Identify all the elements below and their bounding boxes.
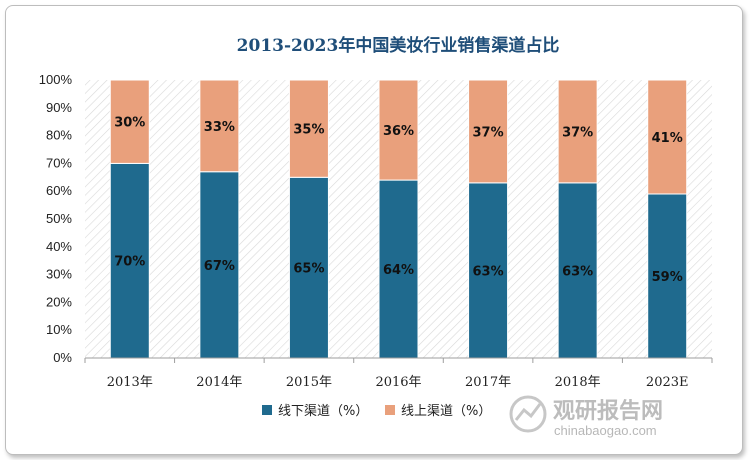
watermark-text: 观研报告网 (553, 399, 663, 424)
data-label: 59% (652, 270, 683, 285)
legend-swatch-online (385, 405, 395, 415)
data-label: 30% (114, 116, 145, 131)
y-tick-label: 10% (46, 322, 72, 337)
y-tick-label: 20% (46, 294, 72, 309)
y-axis: 0% 10% 20% 30% 40% 50% 60% 70% 80% 90% 100% (39, 72, 73, 365)
data-label: 65% (293, 262, 324, 277)
watermark-url: chinabaogao.com (554, 423, 657, 438)
x-tick-label: 2014年 (196, 375, 242, 390)
y-tick-label: 60% (46, 183, 72, 198)
data-label: 37% (562, 125, 593, 140)
y-tick-label: 50% (46, 211, 72, 226)
data-label: 67% (204, 259, 235, 274)
bar-online (109, 79, 150, 164)
bar-offline (199, 171, 240, 359)
bar-online (288, 79, 329, 178)
x-tick-label: 2013年 (107, 375, 153, 390)
bar-online (647, 79, 688, 195)
y-tick-label: 80% (46, 128, 72, 143)
y-tick-label: 0% (53, 350, 72, 365)
legend-swatch-offline (262, 405, 272, 415)
data-label: 35% (293, 123, 324, 138)
x-axis: 2013年 2014年 2015年 2016年 2017年 2018年 2023E (84, 357, 713, 390)
data-label: 70% (114, 255, 145, 270)
watermark: 观研报告网 chinabaogao.com (509, 395, 663, 438)
bars: 70% 30% 67% 33% 65% 35% 64% 36% 63% 37% 63% 37% 59% 4… (109, 79, 688, 359)
chart-title: 2013-2023年中国美妆行业销售渠道占比 (237, 35, 560, 56)
legend-label-online: 线上渠道（%） (401, 404, 491, 419)
y-tick-label: 30% (46, 267, 72, 282)
bar-online (557, 79, 598, 184)
x-tick-label: 2015年 (286, 375, 332, 390)
bar-online (199, 79, 240, 173)
y-tick-label: 90% (46, 100, 72, 115)
data-label: 36% (383, 124, 414, 139)
legend: 线下渠道（%） 线上渠道（%） (262, 404, 491, 419)
y-tick-label: 100% (39, 72, 73, 87)
x-tick-label: 2016年 (375, 375, 421, 390)
watermark-logo-icon (509, 395, 547, 433)
bar-online (378, 79, 419, 181)
data-label: 41% (652, 131, 683, 146)
x-tick-label: 2018年 (555, 375, 601, 390)
bar-offline (378, 179, 419, 359)
bar-offline (468, 182, 509, 359)
data-label: 37% (473, 125, 504, 140)
bar-offline (288, 176, 329, 359)
data-label: 64% (383, 263, 414, 278)
data-label: 63% (562, 264, 593, 279)
data-label: 33% (204, 120, 235, 135)
x-tick-label: 2017年 (465, 375, 511, 390)
bar-online (468, 79, 509, 184)
legend-label-offline: 线下渠道（%） (278, 404, 368, 419)
data-label: 63% (473, 264, 504, 279)
y-tick-label: 70% (46, 155, 72, 170)
y-tick-label: 40% (46, 239, 72, 254)
x-tick-label: 2023E (646, 375, 689, 390)
